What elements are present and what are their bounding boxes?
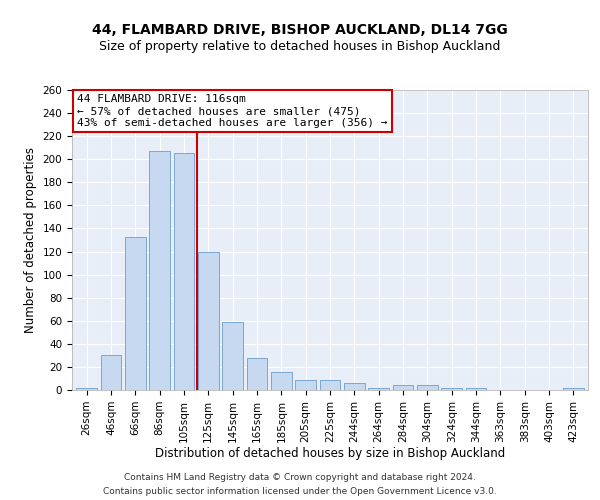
Bar xyxy=(466,388,487,390)
Y-axis label: Number of detached properties: Number of detached properties xyxy=(24,147,37,333)
Bar xyxy=(198,252,218,390)
Bar xyxy=(563,388,584,390)
Text: 44, FLAMBARD DRIVE, BISHOP AUCKLAND, DL14 7GG: 44, FLAMBARD DRIVE, BISHOP AUCKLAND, DL1… xyxy=(92,22,508,36)
X-axis label: Distribution of detached houses by size in Bishop Auckland: Distribution of detached houses by size … xyxy=(155,448,505,460)
Bar xyxy=(173,154,194,390)
Bar xyxy=(101,356,121,390)
Bar xyxy=(271,372,292,390)
Text: 44 FLAMBARD DRIVE: 116sqm
← 57% of detached houses are smaller (475)
43% of semi: 44 FLAMBARD DRIVE: 116sqm ← 57% of detac… xyxy=(77,94,388,128)
Bar xyxy=(247,358,268,390)
Bar xyxy=(344,383,365,390)
Bar xyxy=(368,388,389,390)
Bar xyxy=(149,151,170,390)
Text: Size of property relative to detached houses in Bishop Auckland: Size of property relative to detached ho… xyxy=(100,40,500,53)
Bar xyxy=(76,388,97,390)
Bar xyxy=(320,380,340,390)
Bar xyxy=(392,386,413,390)
Bar xyxy=(295,380,316,390)
Bar xyxy=(417,386,438,390)
Bar xyxy=(222,322,243,390)
Text: Contains HM Land Registry data © Crown copyright and database right 2024.: Contains HM Land Registry data © Crown c… xyxy=(124,473,476,482)
Bar xyxy=(125,236,146,390)
Text: Contains public sector information licensed under the Open Government Licence v3: Contains public sector information licen… xyxy=(103,486,497,496)
Bar xyxy=(442,388,462,390)
